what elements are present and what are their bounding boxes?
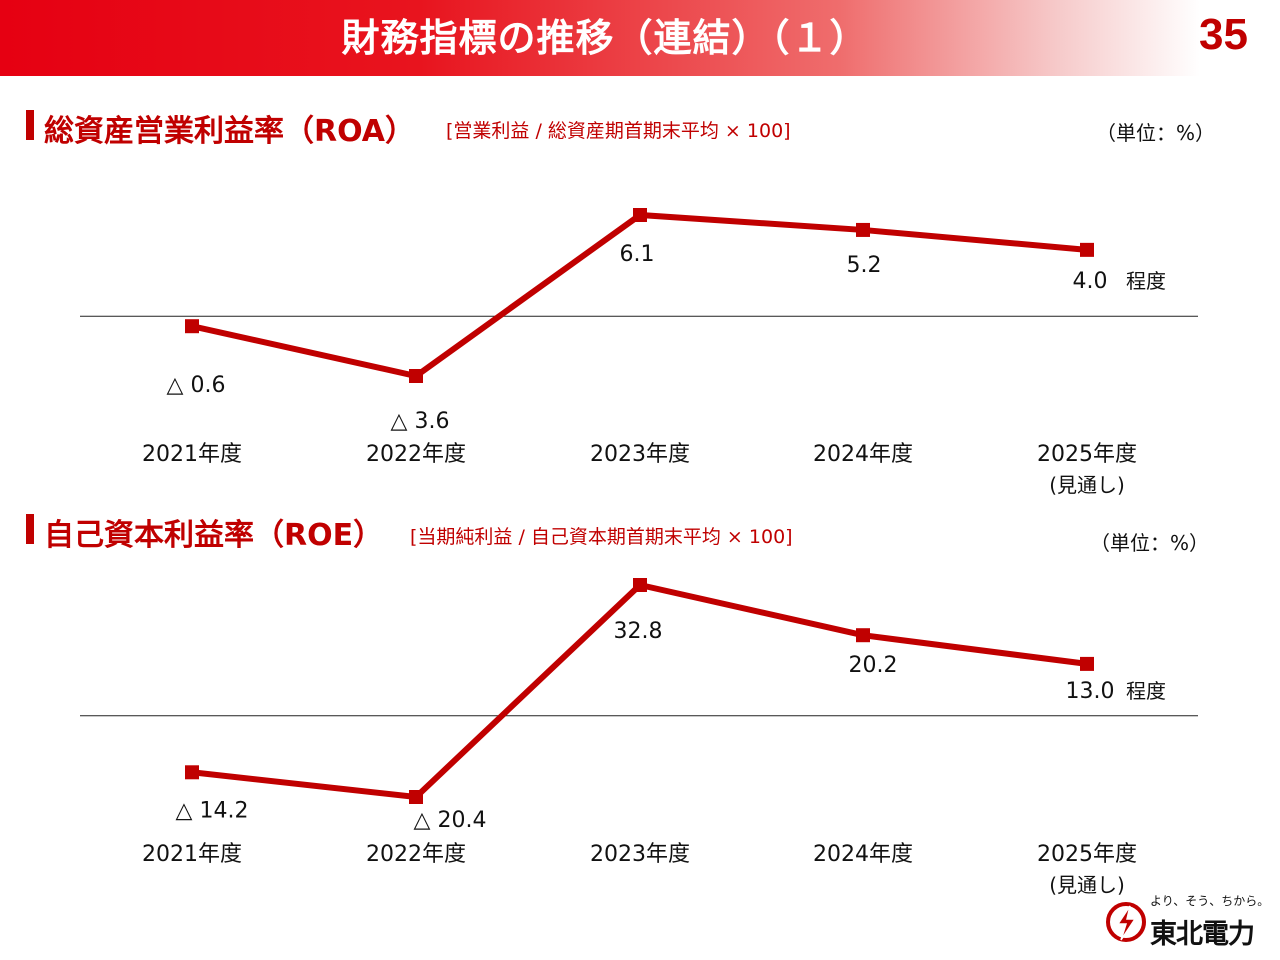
x-tick-label: 2023年度	[590, 442, 690, 467]
data-point-marker	[409, 790, 423, 804]
data-point-marker	[185, 319, 199, 334]
data-point-marker	[856, 628, 870, 643]
roe-line-chart: △ 14.2 2021年度 △ 20.4 2022年度 32.8 2023年度 20.2 20…	[80, 578, 1198, 897]
x-tick-label: 2024年度	[813, 842, 913, 867]
logo-name: 東北電力	[1150, 919, 1255, 950]
data-point-marker	[185, 765, 199, 780]
data-value-suffix: 程度	[1126, 679, 1166, 703]
x-tick-label: 2023年度	[590, 842, 690, 867]
data-value-suffix: 程度	[1126, 269, 1166, 293]
x-tick-label: 2021年度	[142, 442, 242, 467]
title-bar	[0, 0, 1200, 76]
data-value-label: 32.8	[614, 619, 663, 644]
page-title: 財務指標の推移（連結）（１）	[341, 16, 869, 60]
logo-tagline: より、そう、ちから。	[1150, 894, 1270, 908]
roe-section-title: 自己資本利益率（ROE）	[44, 518, 384, 553]
data-point-marker	[409, 369, 423, 383]
roa-section-title: 総資産営業利益率（ROA）	[44, 114, 416, 149]
x-tick-label: 2022年度	[366, 442, 466, 467]
roe-section-marker	[26, 514, 34, 544]
data-value-label: △ 20.4	[414, 808, 487, 833]
series-line	[191, 581, 1088, 801]
data-point-marker	[1080, 656, 1094, 671]
roe-formula: [当期純利益 / 自己資本期首期末平均 × 100]	[410, 526, 793, 548]
x-tick-label: 2024年度	[813, 442, 913, 467]
data-point-marker	[633, 208, 647, 222]
page-number: 35	[1199, 10, 1248, 59]
x-tick-label: 2025年度	[1037, 442, 1137, 467]
roa-section-marker	[26, 110, 34, 140]
x-tick-note: (見通し)	[1049, 873, 1125, 897]
x-tick-label: 2021年度	[142, 842, 242, 867]
data-point-marker	[633, 578, 647, 592]
data-value-label: 6.1	[620, 242, 655, 267]
data-value-label: 4.0	[1073, 269, 1108, 294]
data-value-label: △ 3.6	[391, 409, 450, 434]
tohoku-electric-logo-icon	[1106, 902, 1146, 942]
data-value-label: △ 0.6	[167, 373, 226, 398]
data-value-label: 20.2	[849, 653, 898, 678]
data-point-marker	[1080, 242, 1094, 257]
data-value-label: 5.2	[847, 253, 882, 278]
data-point-marker	[856, 222, 870, 237]
roa-formula: [営業利益 / 総資産期首期末平均 × 100]	[446, 120, 791, 142]
series-line	[191, 211, 1088, 380]
data-value-label: 13.0	[1066, 679, 1115, 704]
x-tick-label: 2022年度	[366, 842, 466, 867]
data-value-label: △ 14.2	[176, 798, 249, 823]
roe-unit-label: （単位：%）	[1090, 531, 1210, 555]
roa-unit-label: （単位：%）	[1096, 121, 1216, 145]
roa-line-chart: △ 0.6 2021年度 △ 3.6 2022年度 6.1 2023年度 5.2 2024年度…	[80, 208, 1198, 497]
x-tick-note: (見通し)	[1049, 473, 1125, 497]
x-tick-label: 2025年度	[1037, 842, 1137, 867]
